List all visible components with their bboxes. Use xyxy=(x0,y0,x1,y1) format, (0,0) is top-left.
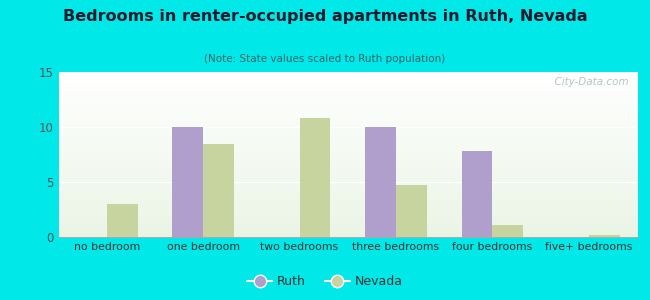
Text: (Note: State values scaled to Ruth population): (Note: State values scaled to Ruth popul… xyxy=(204,54,446,64)
Bar xyxy=(365,127,396,237)
Bar xyxy=(172,127,203,237)
Bar xyxy=(396,185,427,237)
Bar xyxy=(107,204,138,237)
Text: Bedrooms in renter-occupied apartments in Ruth, Nevada: Bedrooms in renter-occupied apartments i… xyxy=(62,9,588,24)
Bar xyxy=(589,235,619,237)
Legend: Ruth, Nevada: Ruth, Nevada xyxy=(244,273,406,291)
Text: City-Data.com: City-Data.com xyxy=(548,77,629,87)
Bar xyxy=(493,225,523,237)
Bar xyxy=(203,143,234,237)
Bar xyxy=(300,118,330,237)
Bar xyxy=(462,151,492,237)
